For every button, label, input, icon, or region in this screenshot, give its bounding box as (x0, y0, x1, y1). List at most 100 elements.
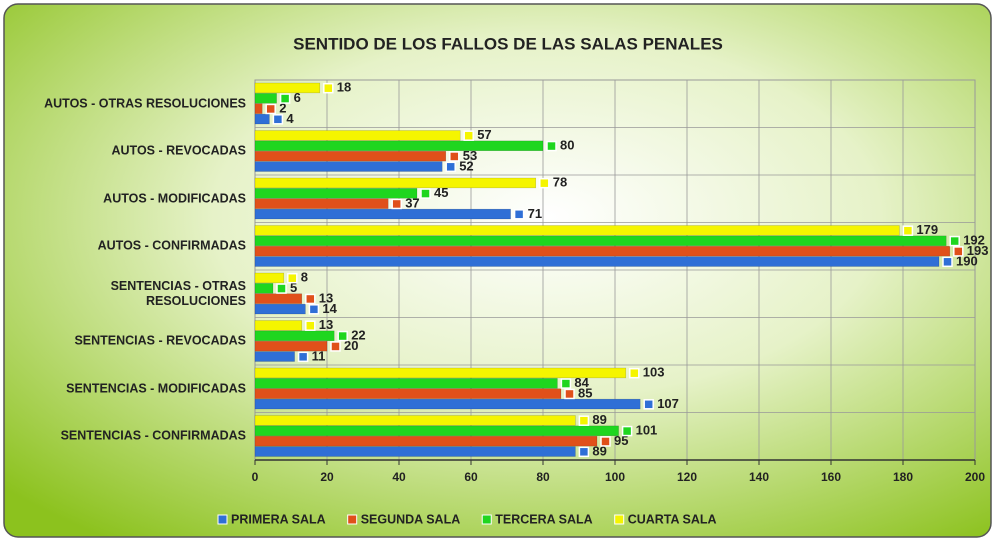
category-label: SENTENCIAS - CONFIRMADAS (60, 428, 246, 443)
legend-swatch (217, 514, 228, 525)
category-label: AUTOS - REVOCADAS (111, 143, 246, 158)
x-tick-label: 160 (821, 470, 841, 484)
data-label: 2 (279, 100, 286, 115)
bar (254, 93, 277, 104)
data-label: 18 (337, 80, 351, 95)
label-marker (279, 93, 291, 104)
data-label: 53 (463, 148, 477, 163)
legend-swatch (614, 514, 625, 525)
label-marker (564, 388, 575, 400)
data-label: 101 (636, 423, 658, 438)
label-marker (420, 188, 431, 199)
legend-label: TERCERA SALA (495, 512, 592, 526)
label-marker (323, 82, 334, 94)
label-marker (643, 399, 654, 410)
data-label: 14 (322, 301, 337, 316)
category-label: SENTENCIAS - OTRAS RESOLUCIONES (110, 278, 246, 308)
label-marker (546, 140, 557, 152)
bar (254, 351, 295, 362)
bar (254, 341, 328, 352)
data-label: 71 (528, 206, 542, 221)
data-label: 84 (574, 375, 589, 390)
data-label: 22 (351, 328, 365, 343)
label-marker (287, 272, 298, 284)
data-label: 8 (301, 270, 308, 285)
x-tick-label: 100 (605, 470, 625, 484)
data-label: 78 (553, 175, 567, 190)
x-tick-label: 120 (677, 470, 697, 484)
data-label: 89 (592, 443, 606, 458)
label-marker (949, 235, 960, 247)
data-label: 179 (916, 222, 938, 237)
label-marker (578, 415, 590, 426)
bar (254, 225, 900, 236)
x-tick-label: 180 (893, 470, 913, 484)
label-marker (276, 283, 287, 294)
data-label: 80 (560, 138, 574, 153)
bar (254, 208, 511, 220)
x-tick-label: 60 (464, 470, 478, 484)
label-marker (629, 367, 640, 379)
label-marker (902, 225, 914, 236)
label-marker (449, 151, 460, 162)
label-marker (297, 351, 309, 363)
data-label: 89 (592, 412, 606, 427)
bar (254, 293, 303, 304)
bar (254, 398, 641, 410)
bar (254, 161, 443, 172)
label-marker (539, 177, 550, 189)
label-marker (272, 114, 284, 125)
x-tick-label: 0 (252, 470, 259, 484)
label-marker (305, 320, 316, 331)
bar (254, 388, 562, 399)
x-tick-label: 40 (392, 470, 406, 484)
label-marker (308, 304, 320, 315)
label-marker (463, 130, 474, 141)
x-tick-label: 80 (536, 470, 550, 484)
data-label: 85 (578, 385, 592, 400)
x-tick-label: 20 (320, 470, 334, 484)
data-label: 13 (319, 290, 333, 305)
label-marker (445, 161, 456, 173)
label-marker (513, 209, 525, 220)
data-label: 52 (459, 158, 473, 173)
category-label: SENTENCIAS - REVOCADAS (74, 333, 246, 348)
label-marker (621, 425, 633, 437)
bar (254, 303, 306, 315)
label-marker (265, 103, 276, 115)
category-label: AUTOS - MODIFICADAS (103, 191, 246, 206)
bar (254, 256, 940, 267)
bar (254, 436, 598, 447)
bar (254, 320, 303, 331)
category-label: AUTOS - CONFIRMADAS (97, 238, 246, 253)
data-label: 13 (319, 317, 333, 332)
bar (254, 367, 627, 379)
bar (254, 283, 274, 294)
data-label: 37 (405, 195, 419, 210)
label-marker (305, 293, 316, 305)
legend-swatch (347, 514, 358, 525)
bar (254, 103, 263, 114)
bar (254, 446, 576, 457)
category-label: SENTENCIAS - MODIFICADAS (66, 381, 246, 396)
bar (254, 246, 951, 257)
label-marker (330, 341, 341, 352)
data-label: 107 (657, 396, 679, 411)
data-label: 20 (344, 338, 358, 353)
bar (254, 113, 270, 125)
data-label: 95 (614, 433, 628, 448)
legend-label: CUARTA SALA (628, 512, 717, 526)
label-marker (337, 330, 348, 342)
bar (254, 272, 285, 284)
bar (254, 415, 576, 426)
panel (3, 3, 992, 538)
data-label: 45 (434, 185, 448, 200)
label-marker (942, 256, 953, 268)
label-marker (560, 378, 572, 389)
data-label: 193 (967, 243, 989, 258)
bar (254, 82, 321, 94)
bar (254, 130, 461, 141)
data-label: 11 (312, 348, 326, 363)
